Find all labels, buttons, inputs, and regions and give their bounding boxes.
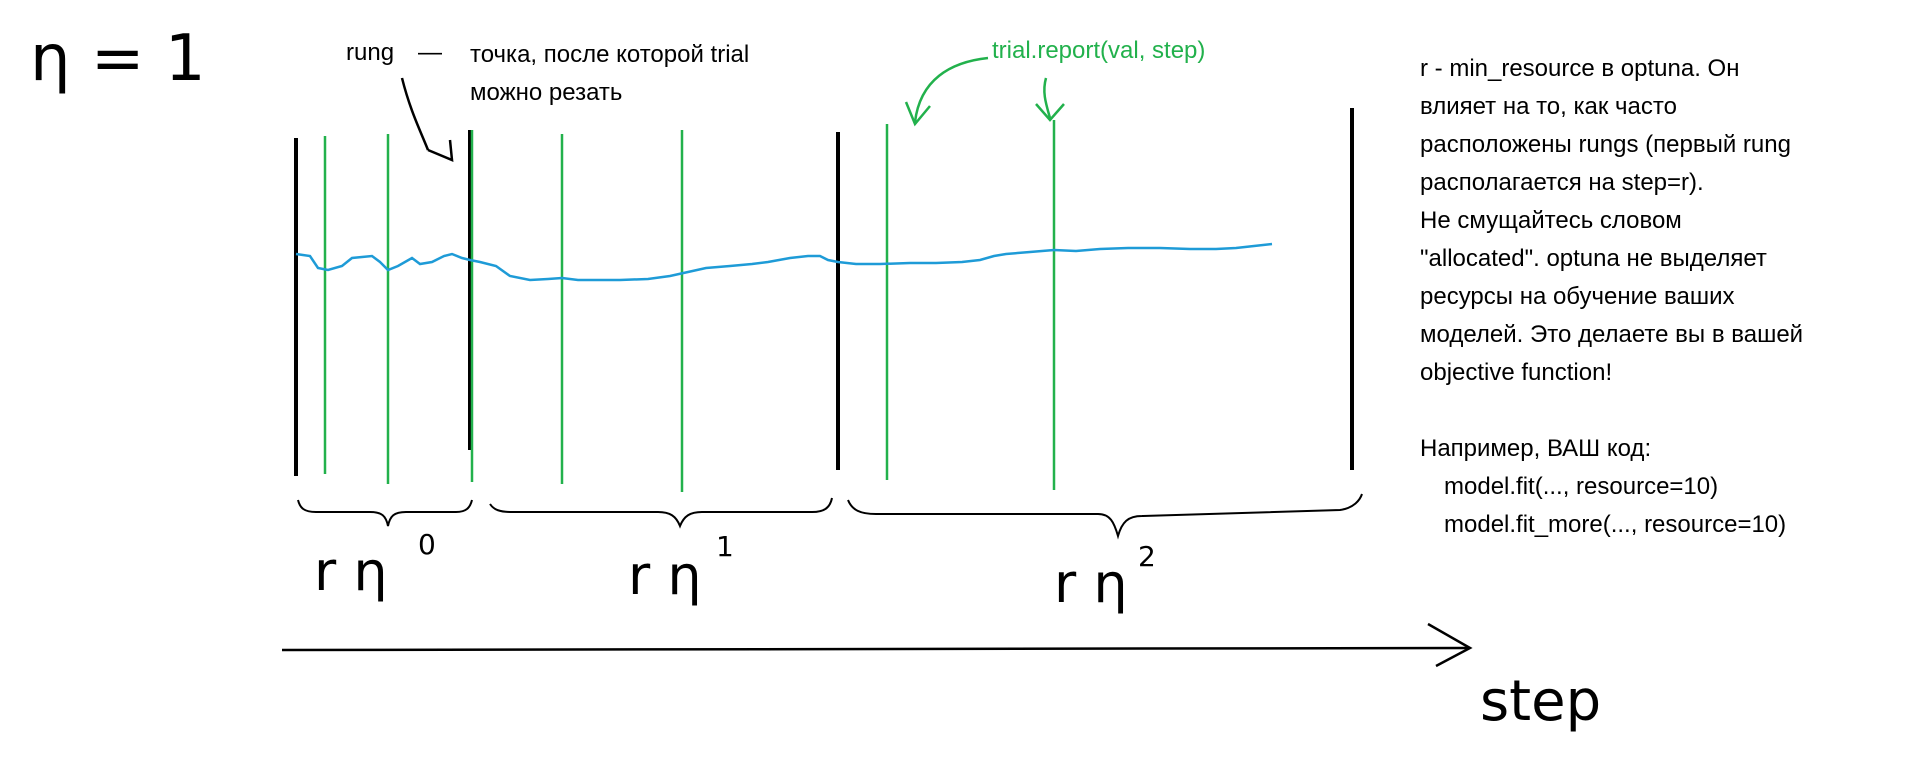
rung-pointer-arrowhead: [427, 139, 454, 162]
step-axis-arrowhead: [1427, 622, 1473, 668]
brace-label-1: r η: [628, 544, 702, 607]
note-line: "allocated". optuna не выделяет: [1420, 245, 1767, 272]
rung-label: rung: [346, 39, 394, 66]
code-line: model.fit(..., resource=10): [1444, 473, 1719, 500]
rung-description-line-1: точка, после которой trial: [470, 41, 749, 68]
brace-label-1-exponent: 1: [716, 530, 734, 563]
report-arrow-left: [913, 56, 989, 123]
note-line: Не смущайтесь словом: [1420, 207, 1682, 234]
brace-rung-0: [297, 499, 473, 527]
brace-label-2-exponent: 2: [1138, 540, 1156, 573]
brace-rung-1: [489, 497, 833, 529]
note-line: расположены rungs (первый rung: [1420, 131, 1791, 158]
report-label: trial.report(val, step): [992, 37, 1205, 64]
brace-label-2: r η: [1054, 552, 1128, 615]
note-line: r - min_resource в optuna. Он: [1420, 55, 1740, 82]
report-arrow-left-head: [904, 101, 931, 127]
note-line: моделей. Это делаете вы в вашей: [1420, 321, 1804, 348]
code-line: model.fit_more(..., resource=10): [1444, 511, 1787, 538]
note-line: ресурсы на обучение ваших: [1420, 283, 1735, 310]
rung-dash: —: [418, 39, 442, 66]
note-spacer: [1420, 392, 1900, 430]
rung-description-line-2: можно резать: [470, 79, 622, 106]
rung-pointer-arrow: [400, 77, 430, 151]
brace-rung-2: [847, 493, 1363, 540]
report-arrow-down: [1043, 77, 1052, 119]
example-title: Например, ВАШ код:: [1420, 435, 1652, 462]
step-axis: [281, 646, 1469, 652]
note-line: objective function!: [1420, 359, 1613, 386]
learning-curve: [295, 242, 1273, 282]
note-line: влияет на то, как часто: [1420, 93, 1677, 120]
brace-label-0-exponent: 0: [418, 528, 436, 561]
eta-label: η = 1: [30, 22, 206, 96]
note-line: располагается на step=r).: [1420, 169, 1704, 196]
brace-label-0: r η: [314, 540, 388, 603]
explanation-note: r - min_resource в optuna. Он влияет на …: [1420, 50, 1900, 544]
report-arrow-down-head: [1035, 103, 1065, 122]
step-axis-label: step: [1480, 669, 1601, 734]
